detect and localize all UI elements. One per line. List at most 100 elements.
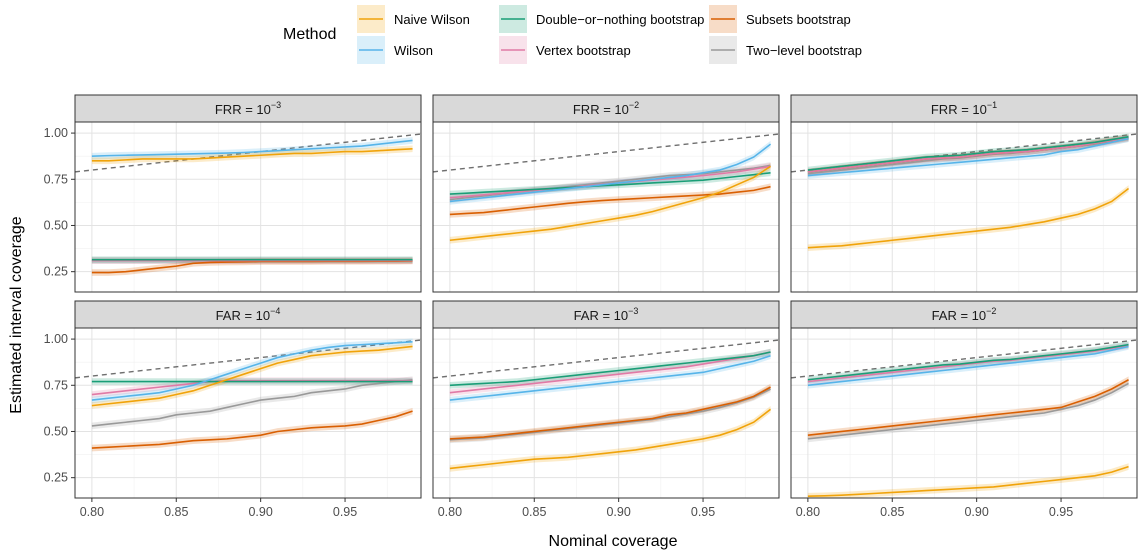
y-axis-title: Estimated interval coverage <box>8 216 25 414</box>
plot-background <box>75 328 421 498</box>
panel-border <box>432 121 780 293</box>
panel-data <box>75 338 421 452</box>
legend-item: Subsets bootstrap <box>709 5 851 33</box>
facet-panel: FRR = 10−2 <box>432 94 780 293</box>
y-tick-label: 0.75 <box>44 172 68 186</box>
strip-background <box>74 300 422 329</box>
series-line <box>807 137 1129 177</box>
panel-data <box>791 339 1137 498</box>
panel-border <box>790 121 1138 293</box>
series-line <box>91 378 413 427</box>
strip-label: FRR = 10−3 <box>215 100 281 117</box>
x-tick-label: 0.95 <box>691 505 715 519</box>
x-tick-label: 0.90 <box>964 505 988 519</box>
legend-item: Double−or−nothing bootstrap <box>499 5 704 33</box>
reference-line <box>433 339 779 379</box>
series-line <box>449 408 772 470</box>
legend-title: Method <box>283 26 336 43</box>
facet-panel: FAR = 10−2 0.80 0.85 0.90 0.95 <box>790 300 1138 519</box>
panel-border <box>74 121 422 293</box>
series-line <box>91 379 413 396</box>
x-tick-label: 0.95 <box>333 505 357 519</box>
ci-ribbon <box>91 407 413 452</box>
series-line <box>449 185 771 216</box>
facet-panels: FRR = 10−3 0.25 0.50 0.75 1.00 FRR = 10−2 FRR … <box>44 94 1138 519</box>
series-line <box>449 388 771 441</box>
strip-background <box>790 94 1138 123</box>
x-tick-label: 0.90 <box>248 505 272 519</box>
legend-label: Two−level bootstrap <box>746 43 862 58</box>
y-tick-label: 0.50 <box>44 424 68 438</box>
reference-line <box>791 339 1137 379</box>
series-line <box>807 136 1129 173</box>
facet-panel: FAR = 10−3 0.80 0.85 0.90 0.95 <box>432 300 780 519</box>
series-line <box>449 351 771 387</box>
x-tick-label: 0.80 <box>80 505 104 519</box>
strip-label: FRR = 10−1 <box>931 100 997 117</box>
ci-ribbon <box>91 343 413 409</box>
series-line <box>807 343 1129 381</box>
series-line <box>449 351 771 394</box>
legend-item: Wilson <box>357 36 433 64</box>
y-tick-label: 0.50 <box>44 218 68 232</box>
strip-label: FRR = 10−2 <box>573 100 639 117</box>
series-line <box>449 172 771 195</box>
strip-label: FAR = 10−2 <box>932 306 997 323</box>
reference-line <box>433 133 779 173</box>
legend-item: Naive Wilson <box>357 5 470 33</box>
ci-ribbon <box>91 338 413 404</box>
plot-background <box>433 122 779 292</box>
plot-background <box>791 122 1137 292</box>
legend-label: Vertex bootstrap <box>536 43 631 58</box>
ci-ribbon <box>91 257 413 276</box>
facet-panel: FRR = 10−1 <box>790 94 1138 293</box>
series-line <box>449 165 772 242</box>
x-tick-label: 0.95 <box>1049 505 1073 519</box>
panel-data <box>791 133 1137 251</box>
x-tick-label: 0.85 <box>880 505 904 519</box>
x-tick-label: 0.90 <box>606 505 630 519</box>
strip-background <box>74 94 422 123</box>
series-line <box>807 382 1129 440</box>
facet-panel: FRR = 10−3 0.25 0.50 0.75 1.00 <box>44 94 422 293</box>
ci-ribbon <box>449 163 771 244</box>
x-axis-title: Nominal coverage <box>549 533 678 550</box>
facet-panel: FAR = 10−4 0.25 0.50 0.75 1.00 0.80 0.85 0.90 0.… <box>44 300 422 519</box>
legend-item: Two−level bootstrap <box>709 36 862 64</box>
series-line <box>807 187 1130 249</box>
y-tick-label: 1.00 <box>44 332 68 346</box>
x-tick-label: 0.85 <box>164 505 188 519</box>
plot-background <box>433 328 779 498</box>
series-line <box>807 135 1129 171</box>
strip-background <box>790 300 1138 329</box>
strip-label: FAR = 10−3 <box>574 306 639 323</box>
legend: Method Naive Wilson Wilson Double−or−nothin… <box>283 5 862 64</box>
series-line <box>449 143 772 203</box>
panel-border <box>74 327 422 499</box>
series-line <box>807 345 1129 387</box>
series-line <box>91 410 413 449</box>
series-line <box>91 147 413 162</box>
panel-border <box>790 327 1138 499</box>
y-tick-label: 0.25 <box>44 471 68 485</box>
y-tick-label: 1.00 <box>44 126 68 140</box>
panel-border <box>432 327 780 499</box>
y-tick-label: 0.75 <box>44 378 68 392</box>
panel-data <box>75 133 421 276</box>
x-tick-label: 0.80 <box>438 505 462 519</box>
plot-background <box>75 122 421 292</box>
series-line <box>91 345 413 407</box>
ci-ribbon <box>449 348 771 389</box>
series-line <box>449 386 771 440</box>
legend-item: Vertex bootstrap <box>499 36 631 64</box>
strip-label: FAR = 10−4 <box>216 306 281 323</box>
series-line <box>91 139 413 157</box>
series-line <box>807 344 1129 383</box>
ci-ribbon <box>91 377 413 398</box>
series-line <box>91 341 413 401</box>
legend-label: Naive Wilson <box>394 12 470 27</box>
series-line <box>807 379 1129 436</box>
legend-label: Subsets bootstrap <box>746 12 851 27</box>
x-tick-label: 0.85 <box>522 505 546 519</box>
